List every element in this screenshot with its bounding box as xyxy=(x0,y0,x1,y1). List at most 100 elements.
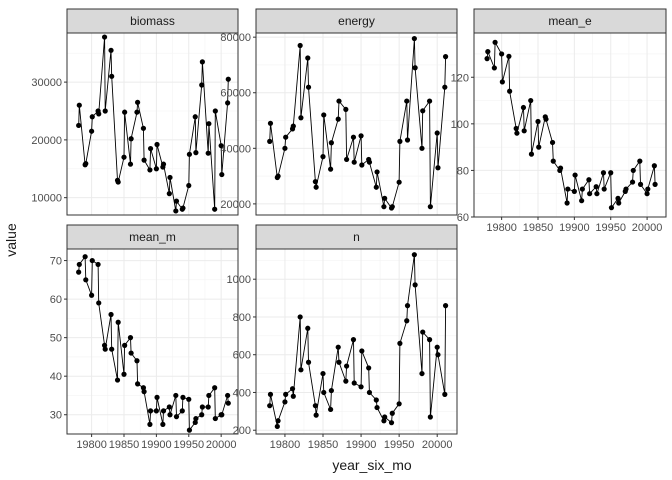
y-tick-label: 60000 xyxy=(220,88,251,100)
data-point xyxy=(652,181,658,187)
data-point xyxy=(122,342,128,348)
data-point xyxy=(419,145,425,151)
facet-strip xyxy=(66,224,239,250)
data-point xyxy=(305,359,312,365)
data-point xyxy=(109,346,115,352)
data-point xyxy=(128,350,134,356)
data-point xyxy=(108,47,114,53)
data-point xyxy=(121,154,127,160)
y-tick-label: 30 xyxy=(50,410,62,422)
data-point xyxy=(212,415,218,422)
data-point xyxy=(206,392,212,399)
series-line xyxy=(269,38,447,209)
data-point xyxy=(543,116,549,122)
data-point xyxy=(218,143,224,149)
data-point xyxy=(420,108,426,114)
panel-background xyxy=(256,33,457,215)
data-point xyxy=(645,186,651,192)
panel-border xyxy=(255,32,458,216)
data-point xyxy=(89,257,95,264)
data-point xyxy=(434,130,440,136)
data-point xyxy=(102,108,108,114)
data-point xyxy=(321,112,327,118)
y-axis-title: value xyxy=(3,223,19,257)
data-point xyxy=(535,118,541,125)
data-point xyxy=(442,303,449,309)
data-point xyxy=(154,394,160,400)
data-point xyxy=(167,174,173,181)
data-point xyxy=(366,389,373,396)
panel-border xyxy=(66,32,239,216)
data-point xyxy=(388,420,395,426)
data-point xyxy=(600,170,607,176)
data-point xyxy=(121,371,127,377)
x-tick-label: 19900 xyxy=(559,222,590,234)
data-point xyxy=(225,400,231,406)
data-point xyxy=(513,125,519,132)
data-point xyxy=(141,157,147,163)
data-point xyxy=(594,191,600,197)
data-point xyxy=(160,408,167,414)
data-point xyxy=(426,98,433,104)
data-point xyxy=(336,98,342,104)
x-tick-label: 19850 xyxy=(308,439,339,451)
data-point xyxy=(358,384,364,390)
data-point xyxy=(205,404,211,410)
data-point xyxy=(601,186,607,192)
data-point xyxy=(572,172,578,178)
data-point xyxy=(122,109,128,115)
data-point xyxy=(290,123,296,129)
data-point xyxy=(193,150,199,156)
data-point xyxy=(608,170,614,176)
facet-strip-label: n xyxy=(353,230,360,244)
data-point xyxy=(297,42,303,49)
data-point xyxy=(186,182,192,189)
data-point xyxy=(506,53,512,59)
data-point xyxy=(312,179,318,185)
data-point xyxy=(366,365,372,371)
data-point xyxy=(419,370,425,377)
data-point xyxy=(328,406,334,413)
data-point xyxy=(115,179,121,185)
data-point xyxy=(225,100,231,106)
data-point xyxy=(382,195,388,201)
facet-strip xyxy=(255,8,458,34)
data-point xyxy=(154,141,160,148)
y-tick-label: 1000 xyxy=(227,274,251,286)
x-tick-label: 19800 xyxy=(76,439,107,451)
y-tick-label: 40000 xyxy=(220,143,251,155)
data-point xyxy=(76,122,82,129)
panel-n: n 200 400 600 800 1000 19800 19850 19900 19950 200… xyxy=(227,224,458,451)
data-point xyxy=(412,282,418,288)
panel-mean-e: mean_e 60 80 100 120 19800 19850 19900 19950 2000… xyxy=(451,8,667,234)
data-point xyxy=(328,140,334,146)
data-point xyxy=(147,167,153,173)
x-tick-label: 19950 xyxy=(384,439,415,451)
data-point xyxy=(320,370,326,377)
data-point xyxy=(637,181,644,187)
data-point xyxy=(336,359,342,365)
data-point xyxy=(587,191,593,197)
data-point xyxy=(275,418,281,424)
data-point xyxy=(651,163,657,169)
data-point xyxy=(101,34,108,40)
x-tick-label: 19900 xyxy=(141,439,172,451)
data-point xyxy=(219,412,225,418)
data-point xyxy=(366,159,373,165)
data-point xyxy=(608,205,615,211)
x-tick-label: 19950 xyxy=(173,439,204,451)
data-point xyxy=(225,76,231,82)
y-tick-label: 20000 xyxy=(31,135,62,147)
data-point xyxy=(550,158,556,164)
data-point xyxy=(173,208,179,214)
data-point xyxy=(134,358,140,364)
x-axis-title: year_six_mo xyxy=(332,457,412,473)
data-point xyxy=(396,401,402,407)
data-point xyxy=(359,348,365,354)
data-point xyxy=(579,186,585,192)
panel-border xyxy=(255,248,458,435)
x-tick-label: 19800 xyxy=(486,222,517,234)
y-tick-label: 100 xyxy=(451,119,469,131)
data-point xyxy=(358,133,364,139)
data-point xyxy=(102,346,108,352)
